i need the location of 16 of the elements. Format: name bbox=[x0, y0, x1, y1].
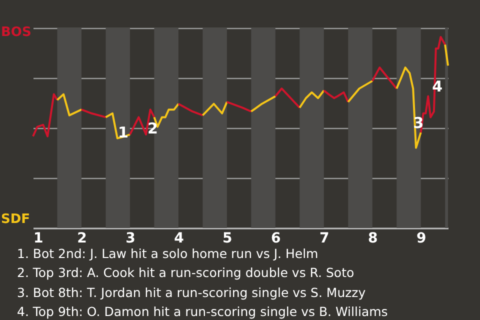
text: BOS bbox=[1, 25, 32, 40]
x-tick-label: 5 bbox=[222, 230, 232, 246]
x-tick-label: 9 bbox=[416, 230, 426, 246]
text: 3. Bot 8th: T. Jordan hit a run-scoring single vs S. Muzzy bbox=[17, 284, 367, 302]
x-tick-label: 6 bbox=[271, 230, 281, 246]
annotation: 2 bbox=[148, 120, 158, 138]
text: SDF bbox=[1, 212, 30, 227]
text: 4. Top 9th: O. Damon hit a run-scoring single vs B. Williams bbox=[17, 302, 388, 320]
text: 1. Bot 2nd: J. Law hit a solo home run vs J. Helm bbox=[17, 246, 318, 261]
x-tick-label: 3 bbox=[126, 230, 136, 246]
text: 2. Top 3rd: A. Cook hit a run-scoring double vs R. Soto bbox=[17, 264, 356, 282]
x-tick-label: 1 bbox=[34, 230, 44, 246]
x-tick-label: 8 bbox=[368, 230, 378, 246]
x-tick-label: 4 bbox=[174, 230, 184, 246]
x-tick-label: 7 bbox=[320, 230, 330, 246]
x-tick-label: 2 bbox=[77, 230, 87, 246]
